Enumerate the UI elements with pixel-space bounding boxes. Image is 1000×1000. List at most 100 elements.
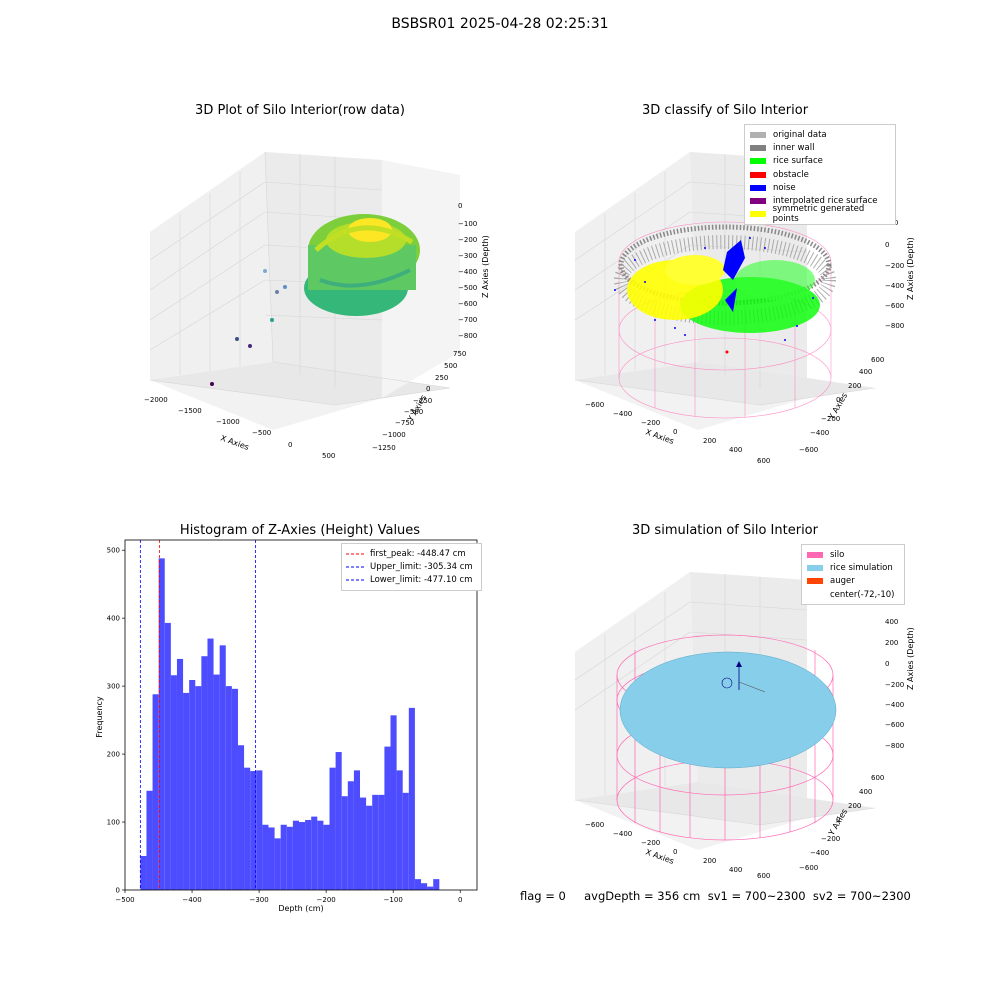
raw-point-cloud [210,214,420,386]
svg-text:−400: −400 [885,282,904,290]
svg-text:200: 200 [885,639,898,647]
svg-text:−800: −800 [458,332,477,340]
histogram-bar [262,824,269,890]
histogram-bar [427,886,434,890]
svg-text:0: 0 [836,396,840,404]
histogram-frame [124,539,478,891]
legend-label: Lower_limit: -477.10 cm [370,575,473,586]
svg-text:−1500: −1500 [178,407,202,415]
histogram-bar [170,675,177,890]
classify-obstacle [725,350,729,354]
histogram-bar [146,790,153,890]
histogram-bar [384,746,391,890]
classify-legend: original data inner wall rice surface ob… [744,124,896,226]
classify-y-tick-labels: 600 400 200 0 −200 −400 −600 [799,356,884,454]
svg-text:0: 0 [673,848,677,856]
svg-text:−200: −200 [641,839,660,847]
legend-swatch [750,158,766,165]
svg-text:200: 200 [848,382,861,390]
svg-text:−200: −200 [821,835,840,843]
svg-text:400: 400 [885,618,898,626]
svg-text:600: 600 [757,872,770,880]
svg-text:−700: −700 [458,316,477,324]
histogram-bar [408,707,415,890]
histogram-reference-lines [139,540,256,890]
status-footer: flag = 0 avgDepth = 356 cm sv1 = 700~230… [520,889,911,903]
svg-text:600: 600 [757,457,770,465]
histogram-bar [280,824,287,890]
legend-item: first_peak: -448.47 cm [346,547,477,560]
histogram-bar [213,674,220,890]
svg-text:0: 0 [426,385,430,393]
legend-swatch [807,578,823,585]
y-tick-label: 0 [116,887,120,895]
histogram-bar [195,686,202,890]
simulation-y-tick-labels: 600 400 200 0 −200 −400 −600 [799,774,884,872]
legend-label: Upper_limit: -305.34 cm [370,561,473,572]
svg-text:−200: −200 [458,236,477,244]
svg-text:−600: −600 [885,302,904,310]
y-tick-label: 400 [107,615,120,623]
svg-text:−600: −600 [585,401,604,409]
x-tick-label: −500 [115,896,134,904]
histogram-bar [402,792,409,890]
svg-text:−800: −800 [885,322,904,330]
legend-swatch [750,198,766,205]
figure-title: BSBSR01 2025-04-28 02:25:31 [391,16,609,32]
svg-text:600: 600 [871,774,884,782]
svg-text:−500: −500 [252,429,271,437]
y-tick-label: 300 [107,683,120,691]
svg-text:200: 200 [703,857,716,865]
simulation-x-tick-labels: −600 −400 −200 0 200 400 600 [585,821,770,880]
legend-item: silo [807,548,899,561]
svg-text:−2000: −2000 [144,396,168,404]
svg-text:−200: −200 [885,681,904,689]
legend-label: center(-72,-10) [830,589,895,600]
svg-text:−300: −300 [458,252,477,260]
svg-text:750: 750 [453,350,466,358]
histogram-x-label: Depth (cm) [278,904,323,913]
classify-x-tick-labels: −600 −400 −200 0 200 400 600 [585,401,770,465]
svg-text:200: 200 [703,437,716,445]
legend-item: interpolated rice surface [750,194,890,207]
classify-plot-title: 3D classify of Silo Interior [641,103,809,118]
histogram-bar [329,767,336,890]
legend-item: obstacle [750,168,890,181]
histogram-bar [140,856,147,890]
histogram-bar [390,715,397,890]
svg-text:−400: −400 [613,830,632,838]
classify-z-label: Z Axies (Depth) [906,237,915,300]
legend-line-swatch [346,566,364,568]
x-tick-label: −100 [384,896,403,904]
histogram-bar [158,558,165,890]
svg-text:−800: −800 [885,742,904,750]
legend-swatch [750,211,766,218]
histogram-bars [140,558,440,890]
histogram-bar [201,656,208,890]
y-tick-label: 500 [107,547,120,555]
svg-text:500: 500 [444,362,457,370]
legend-line-swatch [346,553,364,555]
legend-swatch [807,551,823,558]
legend-label: first_peak: -448.47 cm [370,548,466,559]
simulation-legend: silo rice simulation auger center(-72,-1… [801,544,905,606]
histogram-title: Histogram of Z-Axies (Height) Values [179,523,421,538]
svg-text:−600: −600 [799,864,818,872]
svg-text:0: 0 [885,660,889,668]
raw-x-tick-labels: −2000 −1500 −1000 −500 0 500 [144,396,335,460]
histogram-bar [372,794,379,890]
x-tick-label: −200 [317,896,336,904]
histogram-bar [231,688,238,890]
svg-text:400: 400 [859,788,872,796]
histogram-bar [237,745,245,890]
legend-item: rice simulation [807,561,899,574]
legend-item: symmetric generated points [750,204,890,224]
histogram-bar [286,826,293,890]
simulation-rice-surface [619,651,837,769]
histogram-bar [335,752,342,890]
x-tick-label: −400 [182,896,201,904]
legend-swatch [750,144,766,151]
svg-text:−500: −500 [404,408,423,416]
histogram-bar [305,820,312,890]
simulation-auger [721,661,766,693]
